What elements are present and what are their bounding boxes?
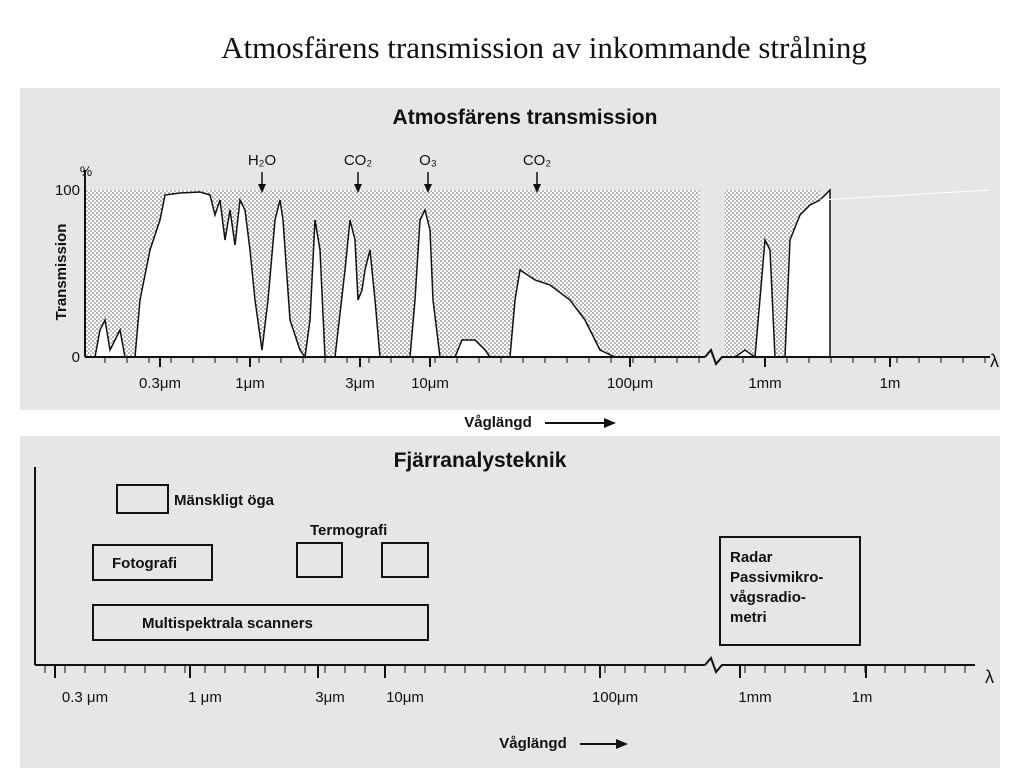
- radar-line: Passivmikro-: [730, 569, 823, 586]
- x-tick-label: 0.3 μm: [62, 689, 108, 706]
- gas-label: O₃: [419, 152, 437, 169]
- x-tick-label: 100μm: [592, 689, 638, 706]
- lambda: λ: [985, 667, 994, 687]
- transmission-panel: Atmosfärens transmission % 100 0 Transmi…: [53, 106, 999, 431]
- arrow-head: [604, 418, 616, 428]
- x-tick-label: 1m: [852, 689, 873, 706]
- x-tick-label: 1mm: [738, 689, 771, 706]
- page-title: Atmosfärens transmission av inkommande s…: [221, 30, 867, 65]
- x-tick-label: 10μm: [411, 375, 449, 392]
- gas-arrow-head: [354, 184, 362, 193]
- x-tick-label: 1 μm: [188, 689, 222, 706]
- axis-break: [704, 656, 975, 674]
- x-tick-label: 3μm: [315, 689, 344, 706]
- radar-line: metri: [730, 609, 767, 626]
- gas-arrow-head: [258, 184, 266, 193]
- radar-line: Radar: [730, 549, 773, 566]
- box-label: Fotografi: [112, 555, 177, 572]
- gas-label: CO₂: [344, 152, 373, 169]
- box: [92, 604, 429, 641]
- x-tick-label: 10μm: [386, 689, 424, 706]
- transmission-curve: [85, 191, 700, 359]
- gas-arrow-head: [533, 184, 541, 193]
- y-axis-label: Transmission: [53, 224, 70, 321]
- box: [719, 536, 861, 646]
- y-bottom: 0: [72, 349, 80, 366]
- x-tick-label: 0.3μm: [139, 375, 181, 392]
- gas-label: CO₂: [523, 152, 552, 169]
- x-tick-label: 100μm: [607, 375, 653, 392]
- x-tick-label: 1mm: [748, 375, 781, 392]
- axis-break: [704, 348, 990, 366]
- x-tick-label: 1m: [880, 375, 901, 392]
- panel-title: Fjärranalysteknik: [394, 449, 567, 472]
- box: [92, 544, 213, 581]
- box: [116, 484, 169, 514]
- gas-label: H₂O: [248, 152, 276, 169]
- box-label: Mänskligt öga: [174, 492, 275, 509]
- x-axis-label: Våglängd: [464, 414, 532, 431]
- unit: %: [80, 163, 92, 179]
- box-label: Multispektrala scanners: [142, 615, 313, 632]
- gas-arrow-head: [424, 184, 432, 193]
- remote-sensing-panel: Fjärranalysteknik Mänskligt öga Termogra…: [34, 449, 994, 752]
- scan-bottom: [20, 436, 1000, 768]
- y-top: 100: [55, 182, 80, 199]
- arrow-head: [616, 739, 628, 749]
- box-label: Termografi: [310, 522, 387, 539]
- lambda: λ: [990, 351, 999, 371]
- x-tick-label: 3μm: [345, 375, 374, 392]
- box: [381, 542, 429, 578]
- radar-line: vågsradio-: [730, 589, 806, 606]
- x-axis-label: Våglängd: [499, 735, 567, 752]
- x-tick-label: 1μm: [235, 375, 264, 392]
- box: [296, 542, 343, 578]
- panel-title: Atmosfärens transmission: [393, 106, 658, 129]
- curve-top: [819, 189, 991, 201]
